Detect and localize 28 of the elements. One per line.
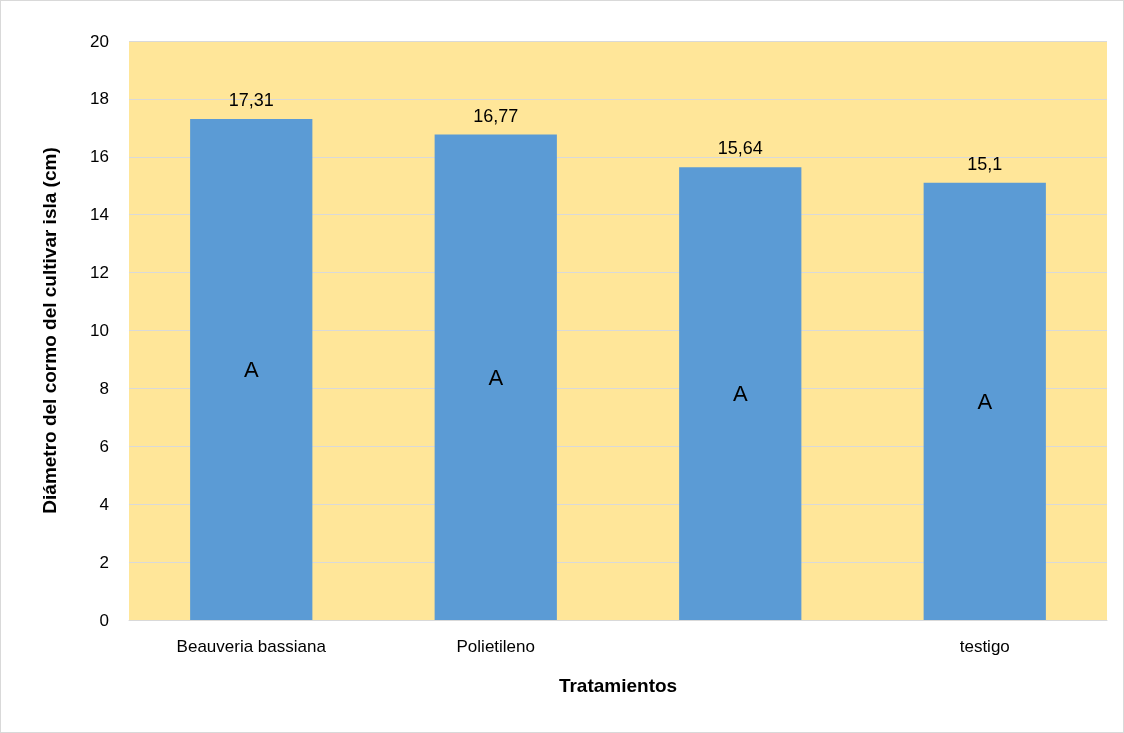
bar: [679, 167, 802, 620]
y-tick-label: 12: [90, 263, 109, 283]
data-label: 16,77: [473, 105, 519, 126]
x-tick-label: Polietileno: [456, 637, 535, 656]
y-axis-title: Diámetro del cormo del cultivar isla (cm): [39, 147, 60, 514]
annotation: A: [488, 364, 504, 390]
y-tick-label: 20: [90, 31, 109, 51]
bar: [923, 182, 1046, 620]
x-tick-label: Beauveria bassiana: [176, 637, 327, 656]
y-tick-label: 8: [99, 378, 109, 398]
bar: [190, 118, 313, 620]
y-tick-label: 14: [90, 205, 109, 225]
x-tick-label: testigo: [959, 637, 1010, 656]
y-tick-label: 0: [99, 610, 109, 630]
annotation: A: [732, 381, 748, 407]
y-tick-label: 4: [99, 494, 109, 514]
y-tick-label: 2: [99, 552, 109, 572]
x-axis-title: Tratamientos: [558, 675, 678, 696]
data-label: 15,1: [967, 153, 1003, 174]
y-tick-label: 16: [90, 147, 109, 167]
y-tick-label: 10: [90, 321, 109, 340]
data-label: 15,64: [717, 138, 763, 159]
y-tick-label: 18: [90, 89, 109, 109]
annotation: A: [243, 356, 259, 382]
bar: [434, 134, 557, 620]
annotation: A: [977, 388, 993, 414]
y-tick-label: 6: [99, 436, 109, 456]
data-label: 17,31: [228, 89, 274, 110]
